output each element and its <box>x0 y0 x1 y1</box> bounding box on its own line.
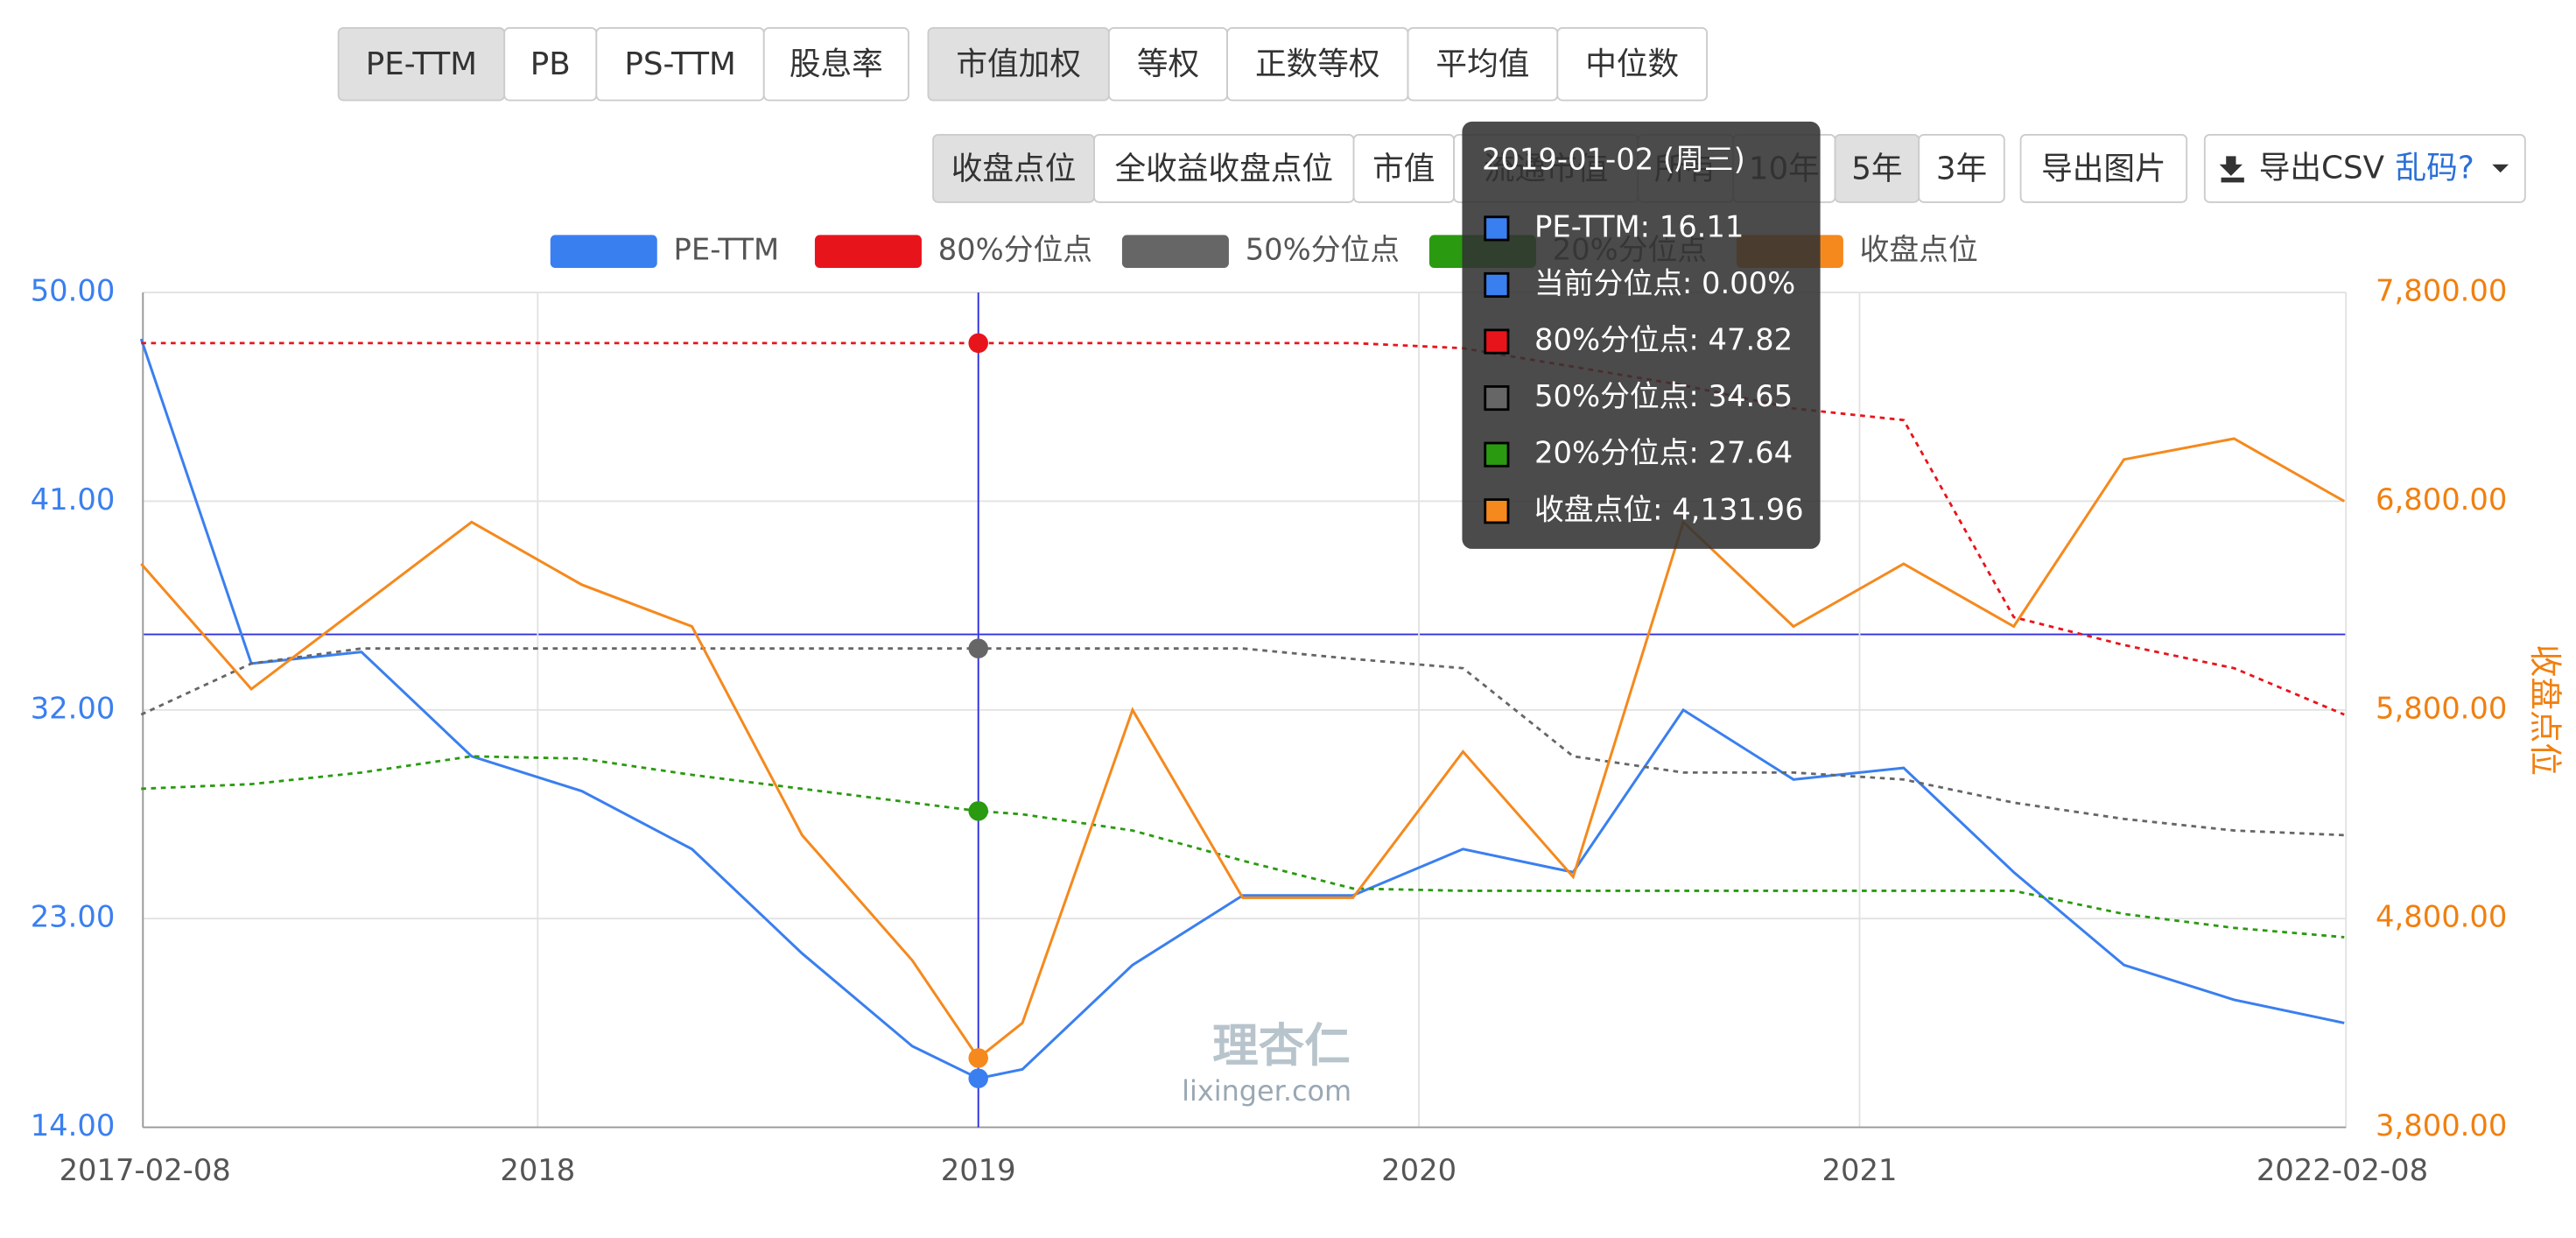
button[interactable] <box>1918 133 2005 203</box>
y2-tick-label: 6,800.00 <box>2376 482 2507 517</box>
tooltip-swatch <box>1484 328 1510 355</box>
x-tick-label: 2022-02-08 <box>2257 1153 2428 1187</box>
caret <box>2492 164 2509 173</box>
button[interactable] <box>2203 133 2526 203</box>
tooltip-swatch <box>1484 441 1510 468</box>
series-line <box>141 755 2345 939</box>
button-label: PB <box>530 46 571 82</box>
legend-item: 50%分位点 <box>1121 233 1400 268</box>
x-tick-label: 2019 <box>941 1153 1016 1187</box>
legend-label: 收盘点位 <box>1860 233 1978 267</box>
tooltip-swatch <box>1484 498 1510 524</box>
button-label: 平均值 <box>1435 46 1529 82</box>
button-label: 5年 <box>1851 151 1902 186</box>
button-label: 全收益收盘点位 <box>1115 151 1334 186</box>
hover-point <box>968 333 988 354</box>
series-line <box>140 647 2345 837</box>
button-label: 中位数 <box>1585 46 1679 82</box>
x-tick-label: 2021 <box>1822 1153 1898 1187</box>
tooltip-swatch <box>1484 271 1510 299</box>
button-label: PS-TTM <box>624 46 735 82</box>
y-tick-label: 50.00 <box>31 274 116 308</box>
hover-point <box>968 1048 988 1068</box>
button-label: 正数等权 <box>1255 46 1380 82</box>
tooltip-title: 2019-01-02 (周三) <box>1482 142 1745 176</box>
button-label: PE-TTM <box>366 46 477 82</box>
button-label: 导出CSV <box>2259 150 2385 186</box>
tooltip <box>1462 121 1821 549</box>
x-tick-label: 2017-02-08 <box>60 1153 231 1187</box>
button[interactable] <box>2019 133 2188 203</box>
legend-label: 50%分位点 <box>1246 233 1400 267</box>
tooltip-swatch <box>1484 385 1510 411</box>
legend-item: PE-TTM <box>550 233 780 268</box>
series-line <box>140 437 2345 1060</box>
y-tick-label: 32.00 <box>31 691 116 725</box>
y2-axis-label: 收盘点位 <box>2526 644 2565 776</box>
hover-point <box>968 1068 988 1088</box>
button-label: 等权 <box>1137 46 1199 82</box>
legend-swatch <box>1121 235 1229 268</box>
hover-point <box>968 801 988 821</box>
y-tick-label: 14.00 <box>31 1108 116 1143</box>
watermark-site: lixinger.com <box>1182 1074 1351 1108</box>
tooltip-item: 50%分位点: 34.65 <box>1534 379 1793 413</box>
download-icon <box>2219 156 2244 183</box>
legend-swatch <box>814 235 922 268</box>
y-tick-label: 23.00 <box>31 900 116 934</box>
tooltip-item: 当前分位点: 0.00% <box>1534 266 1795 300</box>
tooltip-item: PE-TTM: 16.11 <box>1534 209 1744 243</box>
tooltip-item: 20%分位点: 27.64 <box>1534 436 1793 470</box>
series-line <box>139 338 2345 1080</box>
legend-label: 80%分位点 <box>938 233 1092 267</box>
watermark-logo: 理杏仁 <box>1212 1019 1351 1073</box>
y2-tick-label: 5,800.00 <box>2376 691 2507 725</box>
legend-swatch <box>550 235 657 268</box>
y2-tick-label: 7,800.00 <box>2376 274 2507 308</box>
button-label: 市值加权 <box>956 46 1081 82</box>
button[interactable] <box>1556 27 1709 102</box>
y2-tick-label: 4,800.00 <box>2376 900 2507 934</box>
x-tick-label: 2018 <box>500 1153 575 1187</box>
legend-label: PE-TTM <box>674 233 780 267</box>
button-label: 股息率 <box>790 46 883 82</box>
button-label: 3年 <box>1936 151 1987 186</box>
series-line <box>141 341 2345 716</box>
legend-item: 80%分位点 <box>814 233 1092 268</box>
tooltip-item: 收盘点位: 4,131.96 <box>1534 492 1804 526</box>
y2-tick-label: 3,800.00 <box>2376 1108 2507 1143</box>
hover-point <box>968 638 988 658</box>
button[interactable] <box>762 27 909 102</box>
button-label: 收盘点位 <box>951 151 1077 186</box>
link[interactable]: 乱码? <box>2396 150 2474 186</box>
tooltip-swatch <box>1484 215 1510 242</box>
x-tick-label: 2020 <box>1381 1153 1456 1187</box>
y-tick-label: 41.00 <box>31 482 116 517</box>
button-label: 市值 <box>1372 151 1435 186</box>
tooltip-item: 80%分位点: 47.82 <box>1534 323 1793 357</box>
button-label: 导出图片 <box>2041 151 2166 186</box>
